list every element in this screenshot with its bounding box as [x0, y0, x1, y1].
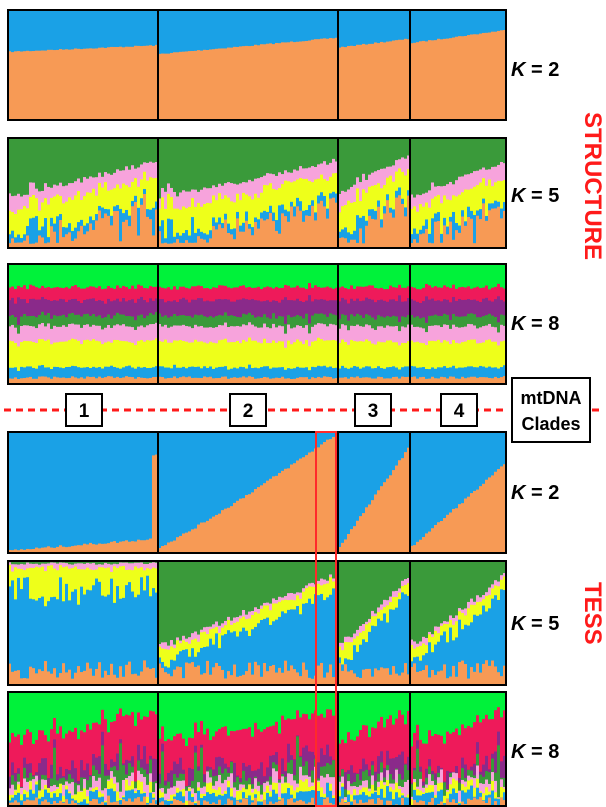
- highlight-box: [315, 431, 337, 807]
- mtdna-label: mtDNA: [521, 388, 582, 408]
- panel-structure-k8: [7, 263, 507, 385]
- panel-tess-k8: [7, 691, 507, 807]
- clade-box-2: 2: [229, 393, 267, 427]
- clade-box-4: 4: [440, 393, 478, 427]
- clade-label-2: 2: [243, 401, 254, 422]
- clade-box-1: 1: [65, 393, 103, 427]
- k-label-tess-2: K = 2: [511, 482, 559, 504]
- panel-structure-k5: [7, 137, 507, 249]
- k-label-structure-8: K = 8: [511, 313, 559, 335]
- method-label-tess: TESS: [579, 582, 606, 645]
- clades-label: Clades: [521, 414, 580, 434]
- panel-tess-k2: [7, 431, 507, 554]
- mtdna-clades-box: mtDNA Clades: [511, 377, 591, 443]
- k-label-tess-8: K = 8: [511, 741, 559, 763]
- k-label-structure-2: K = 2: [511, 59, 559, 81]
- clade-label-4: 4: [454, 401, 465, 422]
- k-label-tess-5: K = 5: [511, 613, 559, 635]
- clade-divider: 1 2 3 4 mtDNA Clades: [4, 377, 604, 443]
- clade-label-3: 3: [368, 401, 379, 422]
- panel-structure-k2: [7, 9, 507, 121]
- clade-label-1: 1: [79, 401, 90, 422]
- panel-tess-k5: [7, 560, 507, 686]
- k-label-structure-5: K = 5: [511, 185, 559, 207]
- method-label-structure: STRUCTURE: [579, 112, 606, 260]
- clade-box-3: 3: [354, 393, 392, 427]
